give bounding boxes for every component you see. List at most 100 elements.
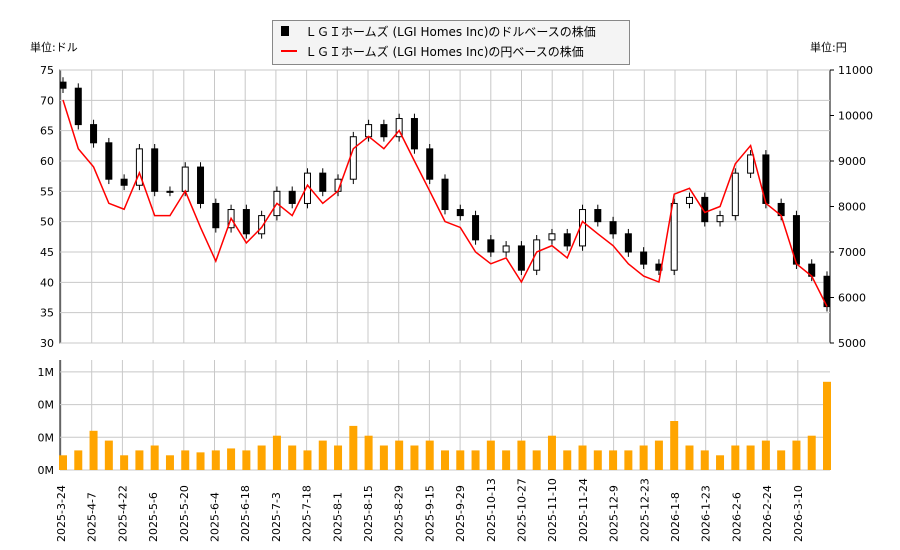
volume-bar [547, 435, 556, 470]
volume-bar [578, 445, 587, 470]
candle-body [74, 87, 82, 126]
candle-body [197, 166, 205, 204]
volume-bar [227, 448, 236, 470]
candle-body [365, 124, 373, 138]
candle-body [640, 251, 648, 265]
x-tick-label: 2025-11-24 [577, 478, 590, 542]
y-tick-label-right: 11000 [838, 64, 873, 77]
candle-body [380, 124, 388, 138]
volume-bar [211, 450, 220, 470]
volume-bar [104, 440, 113, 470]
candle-body [135, 148, 143, 186]
candle-body [105, 142, 113, 180]
volume-bar [135, 450, 144, 470]
x-tick-label: 2026-1-8 [669, 492, 682, 542]
x-tick-label: 2025-7-3 [270, 492, 283, 542]
volume-bar [59, 455, 67, 470]
candle-body [410, 118, 418, 150]
x-tick-label: 2025-8-15 [362, 485, 375, 542]
candle-body [59, 81, 67, 89]
x-tick-label: 2025-5-20 [178, 485, 191, 542]
volume-bar [165, 455, 174, 470]
candle-body [212, 202, 220, 229]
right-unit: 単位:円 [810, 41, 847, 54]
y-tick-label-right: 5000 [838, 337, 866, 350]
y-tick-label-right: 10000 [838, 110, 873, 123]
candle-body [594, 209, 602, 223]
volume-tick-label: 1M [38, 366, 55, 379]
volume-bar [700, 450, 709, 470]
volume-bar [563, 450, 572, 470]
volume-bar [532, 450, 541, 470]
y-tick-label-right: 9000 [838, 155, 866, 168]
candle-body [319, 172, 327, 192]
usd-swatch [281, 26, 289, 36]
volume-bar [777, 450, 786, 470]
left-unit: 単位:ドル [30, 41, 78, 54]
x-tick-label: 2026-2-6 [730, 492, 743, 542]
candle-body [670, 202, 678, 271]
volume-bar [746, 445, 755, 470]
volume-bar [364, 435, 373, 470]
x-tick-label: 2025-11-10 [546, 478, 559, 542]
y-tick-label-left: 40 [40, 276, 54, 289]
volume-bar [486, 440, 495, 470]
candle-body [166, 190, 174, 193]
volume-bar [731, 445, 740, 470]
volume-bar [624, 450, 633, 470]
volume-bar [761, 440, 770, 470]
volume-bar [288, 445, 297, 470]
candle-body [456, 209, 464, 217]
volume-bar [150, 445, 159, 470]
volume-bar [74, 450, 83, 470]
volume-bar [823, 381, 831, 470]
x-tick-label: 2025-4-22 [116, 485, 129, 542]
x-tick-label: 2025-10-13 [485, 478, 498, 542]
jpy-price-line [62, 99, 828, 307]
legend: ＬＧＩホームズ (LGI Homes Inc)のドルベースの株価 ＬＧＩホームズ… [272, 20, 630, 65]
volume-bar [196, 452, 205, 470]
volume-bar [502, 450, 511, 470]
candle-body [517, 245, 525, 271]
x-tick-label: 2026-3-10 [792, 485, 805, 542]
candle-body [716, 215, 724, 223]
candle-body [548, 233, 556, 241]
volume-bar [425, 440, 434, 470]
y-tick-label-right: 6000 [838, 292, 866, 305]
candle-body [258, 215, 266, 235]
volume-bar [257, 445, 266, 470]
volume-bar [670, 421, 679, 470]
x-tick-label: 2025-6-18 [239, 485, 252, 542]
candle-body [502, 245, 510, 253]
candle-body [747, 154, 755, 174]
y-tick-label-left: 70 [40, 94, 54, 107]
y-tick-label-left: 35 [40, 307, 54, 320]
volume-tick-label: 0M [38, 399, 55, 412]
volume-bar [395, 440, 404, 470]
y-tick-label-left: 65 [40, 125, 54, 138]
volume-bar [609, 450, 618, 470]
volume-bar [242, 450, 251, 470]
x-tick-label: 2025-10-27 [516, 478, 529, 542]
candle-body [90, 124, 98, 144]
y-tick-label-left: 60 [40, 155, 54, 168]
y-tick-label-left: 55 [40, 185, 54, 198]
candle-body [441, 178, 449, 211]
volume-tick-label: 0M [38, 464, 55, 477]
volume-bar [685, 445, 694, 470]
volume-bar [303, 450, 312, 470]
candle-body [120, 178, 128, 186]
candle-body [624, 233, 632, 253]
candle-body [701, 196, 709, 223]
volume-bar [120, 455, 129, 470]
candle-body [472, 215, 480, 241]
x-tick-label: 2025-9-15 [423, 485, 436, 542]
candle-body [288, 190, 296, 204]
volume-bar [349, 425, 358, 470]
x-tick-label: 2026-2-24 [761, 485, 774, 542]
candle-body [242, 209, 250, 235]
x-tick-label: 2025-8-1 [331, 492, 344, 542]
volume-bar [441, 450, 449, 470]
y-tick-label-left: 50 [40, 216, 54, 229]
